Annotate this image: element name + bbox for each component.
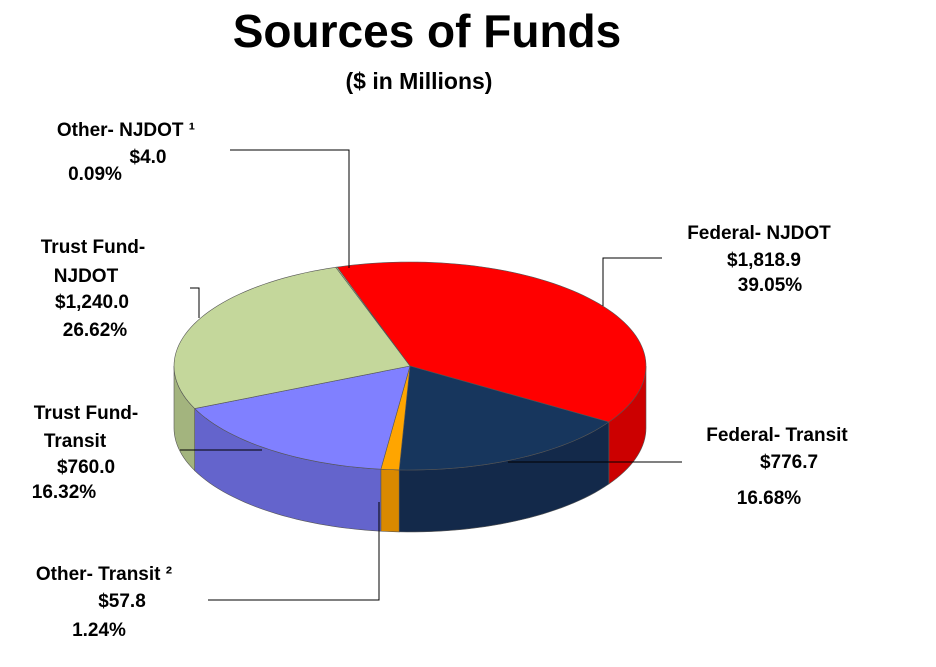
label-federal-njdot-amount: $1,818.9	[727, 250, 801, 271]
leader-line-trust-fund-njdot	[190, 287, 200, 318]
leader-line-federal-njdot	[602, 257, 662, 306]
label-federal-njdot-name: Federal- NJDOT	[687, 223, 831, 244]
label-trust-fund-njdot-amount: $1,240.0	[55, 292, 129, 313]
slice-other-njdot	[335, 266, 411, 367]
pie-sides	[173, 365, 647, 533]
label-federal-transit-amount: $776.7	[760, 452, 818, 473]
label-federal-njdot-percent: 39.05%	[738, 275, 803, 296]
slice-trust-fund-njdot	[173, 266, 411, 409]
slice-trust-fund-transit	[194, 365, 411, 470]
slice-side-other-transit	[380, 468, 400, 533]
chart-title: Sources of Funds	[233, 5, 621, 57]
label-federal-transit-percent: 16.68%	[737, 488, 802, 509]
label-trust-fund-njdot-percent: 26.62%	[63, 320, 128, 341]
label-other-transit-amount: $57.8	[98, 591, 146, 612]
label-trust-fund-transit-name-line1: Trust Fund-	[34, 403, 138, 424]
leader-lines	[180, 149, 682, 601]
label-other-transit-percent: 1.24%	[72, 620, 126, 641]
label-trust-fund-transit-amount: $760.0	[57, 457, 115, 478]
label-trust-fund-transit-percent: 16.32%	[32, 482, 97, 503]
label-other-njdot-name: Other- NJDOT ¹	[57, 120, 195, 141]
label-trust-fund-njdot-name-line2: NJDOT	[54, 266, 119, 287]
leader-line-other-njdot	[230, 149, 350, 268]
label-federal-transit-name: Federal- Transit	[706, 425, 848, 446]
label-trust-fund-transit-name-line2: Transit	[44, 431, 107, 452]
leader-line-other-transit	[208, 502, 380, 601]
pie-tops	[173, 261, 647, 471]
label-trust-fund-njdot-name-line1: Trust Fund-	[41, 237, 145, 258]
label-other-njdot-amount: $4.0	[130, 147, 167, 168]
slice-federal-njdot	[336, 261, 647, 423]
label-other-transit-name: Other- Transit ²	[36, 564, 172, 585]
chart-subtitle: ($ in Millions)	[346, 68, 493, 94]
slice-federal-transit	[398, 365, 610, 471]
label-other-njdot-percent: 0.09%	[68, 164, 122, 185]
